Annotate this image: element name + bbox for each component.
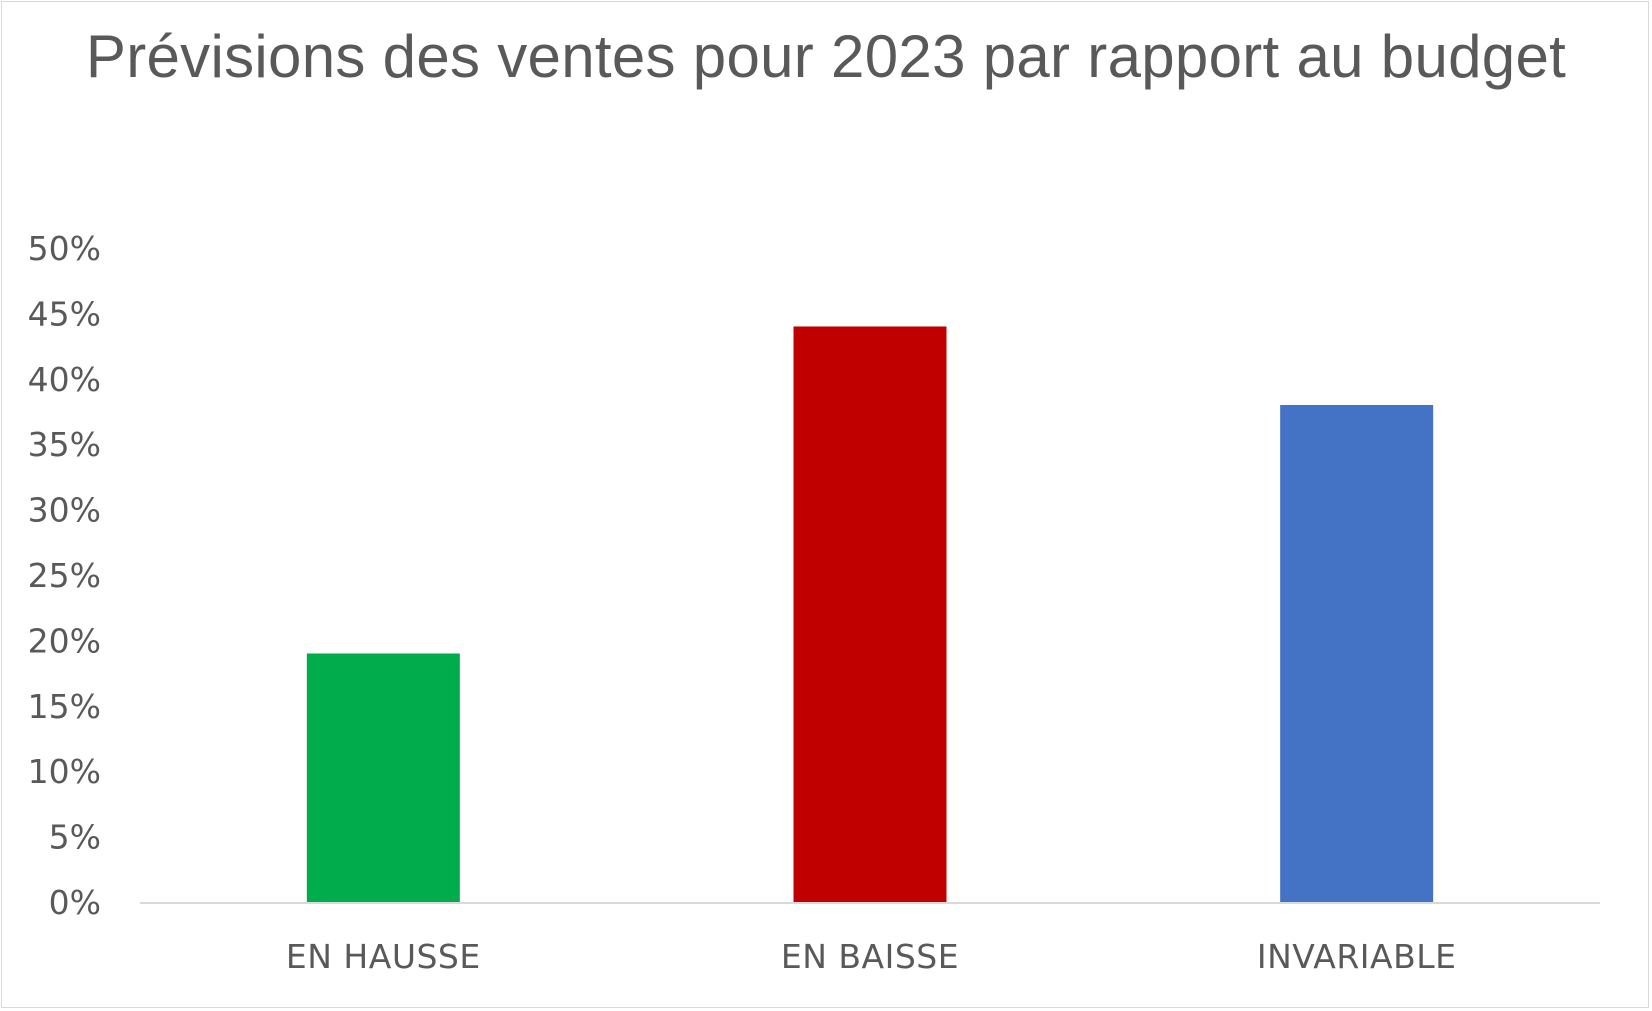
y-tick-label: 35% [28,425,101,464]
y-tick-label: 10% [28,752,101,791]
y-tick-label: 45% [28,294,101,333]
x-category-label: EN BAISSE [781,937,959,976]
y-tick-label: 5% [49,818,101,857]
x-axis-category-labels: EN HAUSSE EN BAISSE INVARIABLE [286,937,1457,976]
y-axis-tick-labels: 0% 5% 10% 15% 20% 25% 30% 35% 40% 45% 50% [28,229,101,922]
bar-invariable [1280,404,1434,902]
y-tick-label: 25% [28,556,101,595]
x-category-label: INVARIABLE [1257,937,1457,976]
y-tick-label: 30% [28,491,101,530]
y-tick-label: 20% [28,621,101,660]
x-category-label: EN HAUSSE [286,937,481,976]
chart-title: Prévisions des ventes pour 2023 par rapp… [85,23,1567,90]
bar-en-hausse [306,653,460,902]
y-tick-label: 0% [49,883,101,922]
y-tick-label: 40% [28,360,101,399]
y-tick-label: 15% [28,687,101,726]
bar-en-baisse [793,326,947,903]
bars [306,326,1434,903]
y-tick-label: 50% [28,229,101,268]
